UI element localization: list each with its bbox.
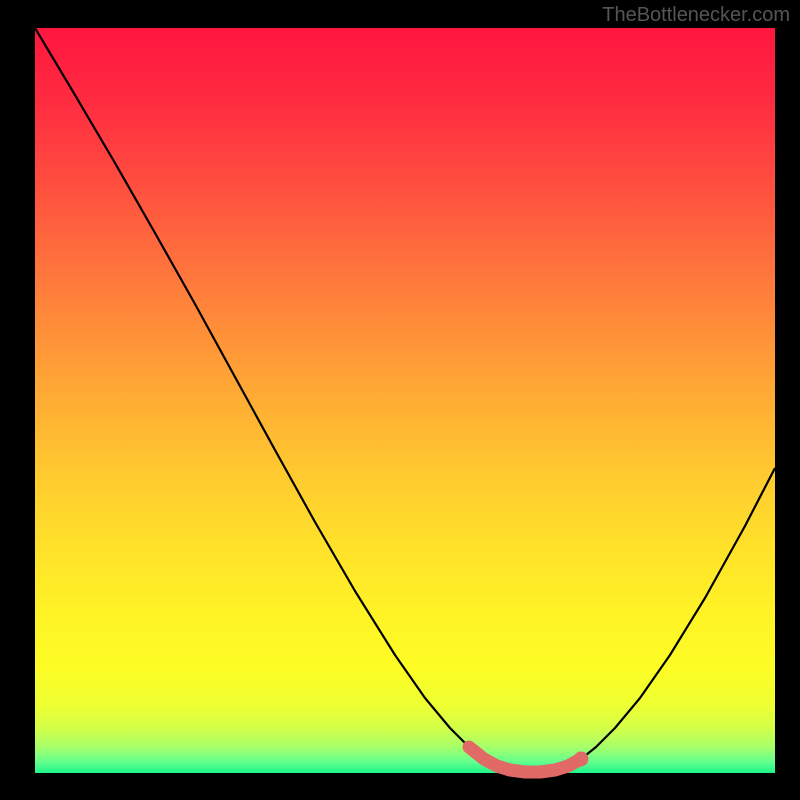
watermark-text: TheBottlenecker.com: [602, 4, 790, 27]
plot-area: [35, 28, 775, 773]
bottleneck-curve: [35, 28, 775, 772]
highlight-end-marker: [574, 752, 589, 767]
curve-layer: [35, 28, 775, 773]
highlight-segment: [469, 747, 581, 772]
